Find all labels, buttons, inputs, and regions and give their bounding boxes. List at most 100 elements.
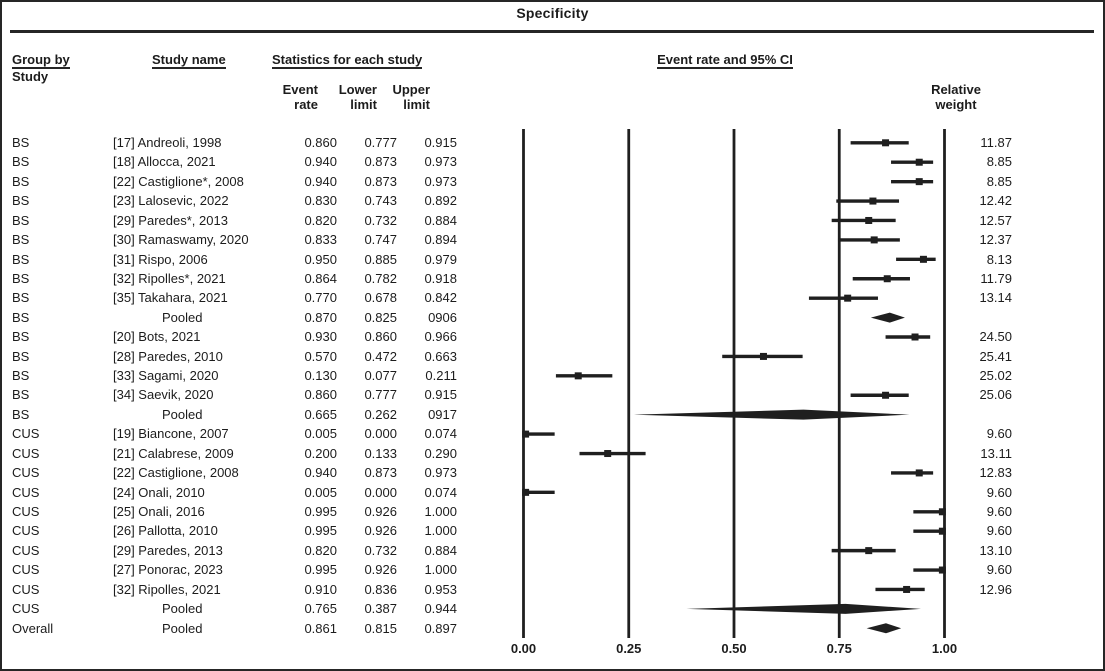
event-rate-cell: 0.870 — [304, 309, 337, 325]
study-name-cell: [22] Castiglione*, 2008 — [113, 173, 244, 189]
group-cell: BS — [12, 368, 30, 384]
table-row: BS [35] Takahara, 2021 0.770 0.678 0.842 13.1… — [0, 290, 1105, 309]
lower-limit-cell: 0.472 — [364, 348, 397, 364]
table-row: BS [33] Sagami, 2020 0.130 0.077 0.211 25.02 — [0, 368, 1105, 387]
lower-limit-cell: 0.873 — [364, 465, 397, 481]
upper-limit-cell: 0.897 — [424, 620, 457, 636]
study-name-cell: Pooled — [162, 620, 203, 636]
event-rate-marker — [882, 391, 890, 399]
lower-limit-cell: 0.885 — [364, 251, 397, 267]
lower-limit-cell: 0.747 — [364, 232, 397, 248]
event-rate-cell: 0.860 — [304, 135, 337, 150]
group-cell: BS — [12, 135, 30, 150]
lower-limit-cell: 0.777 — [364, 135, 397, 150]
pooled-diamond — [686, 603, 921, 614]
event-rate-marker — [865, 216, 873, 224]
upper-limit-cell: 0.892 — [424, 193, 457, 209]
event-rate-cell: 0.570 — [304, 348, 337, 364]
table-row: CUS [24] Onali, 2010 0.005 0.000 0.074 9.60 — [0, 485, 1105, 504]
table-row: BS [28] Paredes, 2010 0.570 0.472 0.663 25.41 — [0, 349, 1105, 368]
event-rate-cell: 0.860 — [304, 387, 337, 403]
lower-limit-cell: 0.133 — [364, 445, 397, 461]
lower-limit-cell: 0.000 — [364, 426, 397, 442]
group-cell: CUS — [12, 562, 40, 578]
group-cell: BS — [12, 232, 30, 248]
event-rate-marker — [865, 547, 873, 555]
ci-header: Event rate and 95% CI — [657, 52, 793, 69]
table-row: BS [30] Ramaswamy, 2020 0.833 0.747 0.894 12.… — [0, 232, 1105, 251]
event-rate-marker — [915, 158, 923, 166]
event-rate-cell: 0.995 — [304, 562, 337, 578]
study-name-cell: Pooled — [162, 406, 203, 422]
pooled-diamond — [866, 623, 902, 634]
upper-limit-cell: 0.973 — [424, 465, 457, 481]
title-divider — [10, 30, 1094, 33]
axis-tick-label: 0.25 — [616, 641, 642, 656]
group-cell: BS — [12, 387, 30, 403]
group-cell: BS — [12, 251, 30, 267]
table-row: CUS [19] Biancone, 2007 0.005 0.000 0.074 9.6… — [0, 426, 1105, 445]
upper-limit-cell: 0.953 — [424, 581, 457, 597]
group-cell: BS — [12, 270, 30, 286]
upper-limit-cell: 0917 — [428, 406, 457, 422]
study-name-header: Study name — [152, 52, 226, 69]
event-rate-marker — [911, 333, 919, 341]
upper-limit-cell: 1.000 — [424, 523, 457, 539]
group-cell: CUS — [12, 503, 40, 519]
group-by-header: Group by Study — [12, 52, 70, 84]
event-rate-cell: 0.930 — [304, 329, 337, 345]
group-cell: CUS — [12, 542, 40, 558]
group-cell: BS — [12, 290, 30, 306]
weight-cell: 12.83 — [979, 465, 1012, 481]
upper-limit-cell: 0.074 — [424, 484, 457, 500]
lower-limit-cell: 0.387 — [364, 601, 397, 617]
event-rate-cell: 0.861 — [304, 620, 337, 636]
weight-cell: 9.60 — [986, 523, 1012, 539]
table-row: Overall Pooled 0.861 0.815 0.897 — [0, 621, 1105, 640]
table-row: BS [22] Castiglione*, 2008 0.940 0.873 0.973… — [0, 174, 1105, 193]
upper-limit-cell: 1.000 — [424, 562, 457, 578]
relative-weight-header: Relative weight — [931, 82, 981, 112]
group-cell: BS — [12, 193, 30, 209]
pooled-diamond — [633, 409, 910, 420]
group-cell: BS — [12, 173, 30, 189]
lower-limit-cell: 0.077 — [364, 368, 397, 384]
weight-cell: 11.79 — [980, 270, 1012, 286]
weight-cell: 13.10 — [979, 542, 1012, 558]
upper-limit-cell: 0.842 — [424, 290, 457, 306]
event-rate-marker — [522, 430, 530, 438]
upper-limit-cell: 0.894 — [424, 232, 457, 248]
upper-limit-cell: 0.918 — [424, 270, 457, 286]
event-rate-cell: 0.005 — [304, 484, 337, 500]
plot-title: Specificity — [516, 5, 589, 21]
study-name-cell: [17] Andreoli, 1998 — [113, 135, 222, 150]
event-rate-cell: 0.833 — [304, 232, 337, 248]
upper-limit-cell: 0.915 — [424, 387, 457, 403]
group-cell: BS — [12, 406, 30, 422]
lower-limit-cell: 0.262 — [364, 406, 397, 422]
event-rate-cell: 0.995 — [304, 503, 337, 519]
event-rate-cell: 0.005 — [304, 426, 337, 442]
event-rate-marker — [759, 352, 767, 360]
event-rate-marker — [903, 585, 911, 593]
study-name-cell: [29] Paredes, 2013 — [113, 542, 223, 558]
table-row: CUS Pooled 0.765 0.387 0.944 — [0, 601, 1105, 620]
table-row: BS Pooled 0.870 0.825 0906 — [0, 310, 1105, 329]
upper-limit-cell: 0.663 — [424, 348, 457, 364]
table-row: CUS [21] Calabrese, 2009 0.200 0.133 0.290 13… — [0, 446, 1105, 465]
group-cell: Overall — [12, 620, 54, 636]
upper-limit-cell: 0.211 — [425, 368, 457, 384]
weight-cell: 13.14 — [979, 290, 1012, 306]
event-rate-cell: 0.765 — [304, 601, 337, 617]
weight-cell: 9.60 — [986, 484, 1012, 500]
weight-cell: 13.11 — [980, 445, 1012, 461]
lower-limit-cell: 0.732 — [364, 542, 397, 558]
table-row: CUS [26] Pallotta, 2010 0.995 0.926 1.000 9.6… — [0, 523, 1105, 542]
study-name-cell: [30] Ramaswamy, 2020 — [113, 232, 249, 248]
event-rate-marker — [938, 527, 946, 535]
event-rate-cell: 0.910 — [304, 581, 337, 597]
group-cell: BS — [12, 212, 30, 228]
